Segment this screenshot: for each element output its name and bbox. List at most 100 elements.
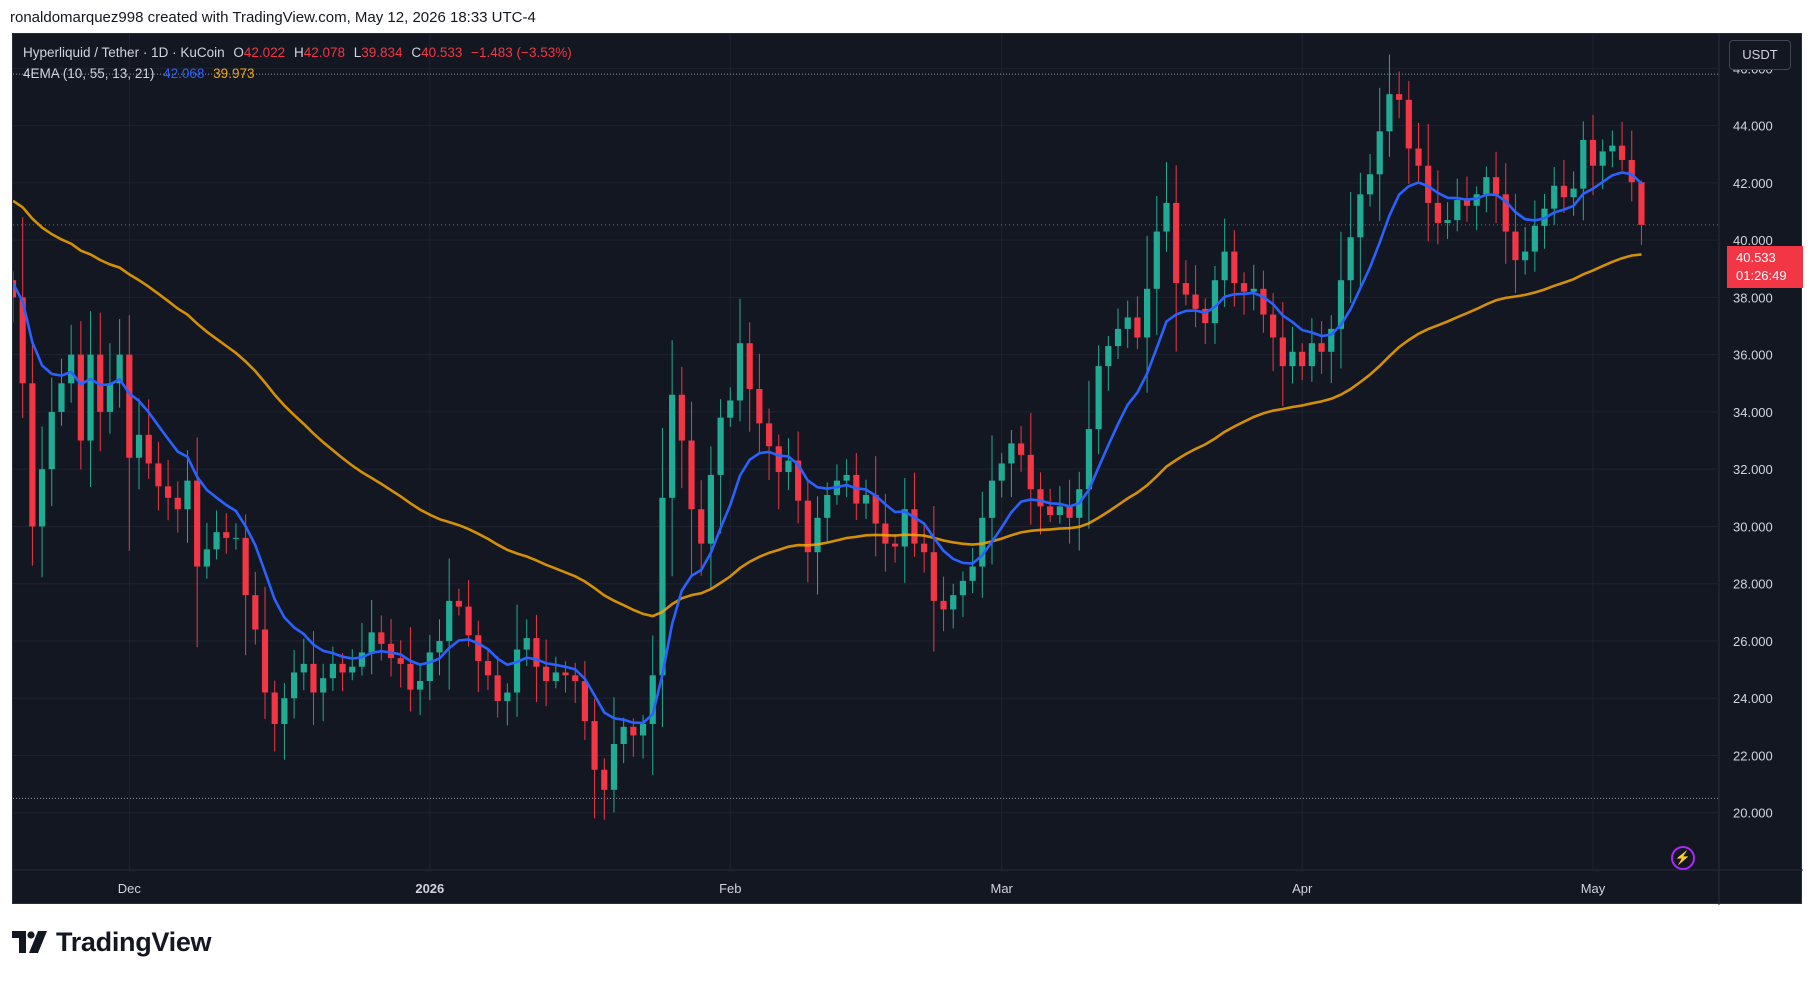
candle-body [68, 354, 75, 384]
candle-body [1376, 131, 1383, 175]
y-tick-label: 28.000 [1733, 577, 1773, 592]
candle-body [1260, 288, 1267, 315]
candle-body [261, 629, 269, 693]
candle-body [48, 411, 55, 470]
candle-body [446, 600, 453, 641]
candle-body [678, 394, 685, 441]
candle-body [1328, 328, 1335, 352]
chart-panel[interactable]: 20.000 22.000 24.000 26.000 28.000 30.000 32.0… [12, 33, 1803, 905]
y-tick-label: 44.000 [1733, 119, 1773, 134]
candle-body [930, 552, 937, 601]
candlestick-chart[interactable]: 20.000 22.000 24.000 26.000 28.000 30.000 32.0… [13, 34, 1803, 905]
candle-body [1502, 194, 1509, 232]
candle-body [368, 632, 375, 653]
candle-body [775, 446, 782, 473]
candle-body [1609, 145, 1616, 152]
candle-body [1047, 506, 1054, 515]
legend-indicator-row: 4EMA (10, 55, 13, 21) 42.068 39.973 [23, 63, 572, 84]
legend-symbol-row: Hyperliquid / Tether · 1D · KuCoin O42.0… [23, 42, 572, 63]
x-tick-label: Mar [991, 881, 1014, 896]
candle-body [184, 480, 191, 510]
x-tick-label: Feb [719, 881, 741, 896]
candle-body [1202, 308, 1209, 324]
legend-open-label: O [233, 45, 244, 60]
candle-body [116, 354, 123, 384]
chart-credit: ronaldomarquez998 created with TradingVi… [10, 9, 536, 26]
candle-body [126, 354, 133, 458]
candle-body [242, 537, 249, 596]
candle-body [543, 666, 550, 682]
candle-body [1522, 251, 1529, 261]
candle-body [320, 678, 327, 693]
candle-body [1192, 294, 1199, 309]
candle-body [649, 675, 656, 724]
candle-body [940, 600, 947, 610]
candle-body [1105, 346, 1112, 367]
candle-body [911, 509, 918, 544]
x-tick-label: 2026 [415, 881, 444, 896]
candle-body [504, 692, 511, 702]
candle-body [572, 675, 579, 682]
candle-body [494, 675, 501, 702]
candle-body [29, 383, 36, 527]
candle-body [1173, 202, 1180, 284]
candle-body [1599, 151, 1606, 166]
candle-body [1153, 231, 1160, 289]
candle-body [882, 523, 889, 544]
candle-body [921, 543, 928, 553]
candle-body [552, 672, 559, 682]
candle-body [1492, 177, 1500, 195]
currency-button[interactable]: USDT [1729, 40, 1791, 70]
candle-body [465, 606, 472, 636]
candle-body [756, 389, 763, 424]
candle-body [1551, 185, 1558, 209]
candle-body [872, 494, 879, 524]
legend-low: 39.834 [361, 45, 403, 60]
candle-body [513, 649, 521, 693]
y-tick-label: 30.000 [1733, 519, 1773, 534]
legend-indicator[interactable]: 4EMA (10, 55, 13, 21) [23, 66, 155, 81]
candle-body [19, 297, 26, 384]
candle-body [824, 494, 831, 518]
legend-ema-slow: 39.973 [213, 66, 255, 81]
y-tick-label: 22.000 [1733, 748, 1773, 763]
candle-body [891, 543, 899, 547]
legend-ema-fast: 42.068 [163, 66, 205, 81]
y-tick-label: 20.000 [1733, 806, 1773, 821]
x-tick-label: Dec [118, 881, 142, 896]
candle-body [1211, 280, 1219, 324]
lightning-icon[interactable]: ⚡ [1671, 846, 1695, 870]
candle-body [1444, 220, 1451, 223]
legend-symbol[interactable]: Hyperliquid / Tether · 1D · KuCoin [23, 45, 225, 60]
candle-body [38, 469, 46, 527]
candle-body [1221, 251, 1228, 281]
legend-high-label: H [293, 45, 304, 60]
candle-body [252, 595, 259, 630]
y-tick-label: 42.000 [1733, 176, 1773, 191]
y-tick-label: 36.000 [1733, 348, 1773, 363]
candle-body [329, 663, 336, 679]
candle-body [969, 566, 976, 581]
candle-body [145, 434, 152, 464]
x-tick-label: May [1581, 881, 1606, 896]
candle-body [1066, 506, 1073, 518]
candle-body [87, 354, 94, 441]
candle-body [1454, 200, 1461, 221]
candle-body [1347, 237, 1354, 281]
candle-body [281, 698, 288, 724]
candle-body [164, 486, 172, 498]
candle-body [688, 440, 695, 510]
candle-body [707, 474, 715, 544]
candle-body [562, 672, 569, 676]
candle-body [106, 383, 114, 412]
bar-countdown: 01:26:49 [1736, 268, 1787, 283]
candle-body [378, 632, 385, 644]
candle-body [436, 640, 443, 653]
candle-body [950, 595, 957, 610]
candle-body [862, 494, 870, 504]
candle-body [1299, 351, 1306, 367]
candle-body [1182, 283, 1189, 295]
candle-body [1289, 351, 1296, 367]
candle-body [358, 652, 366, 667]
candle-body [397, 658, 404, 664]
